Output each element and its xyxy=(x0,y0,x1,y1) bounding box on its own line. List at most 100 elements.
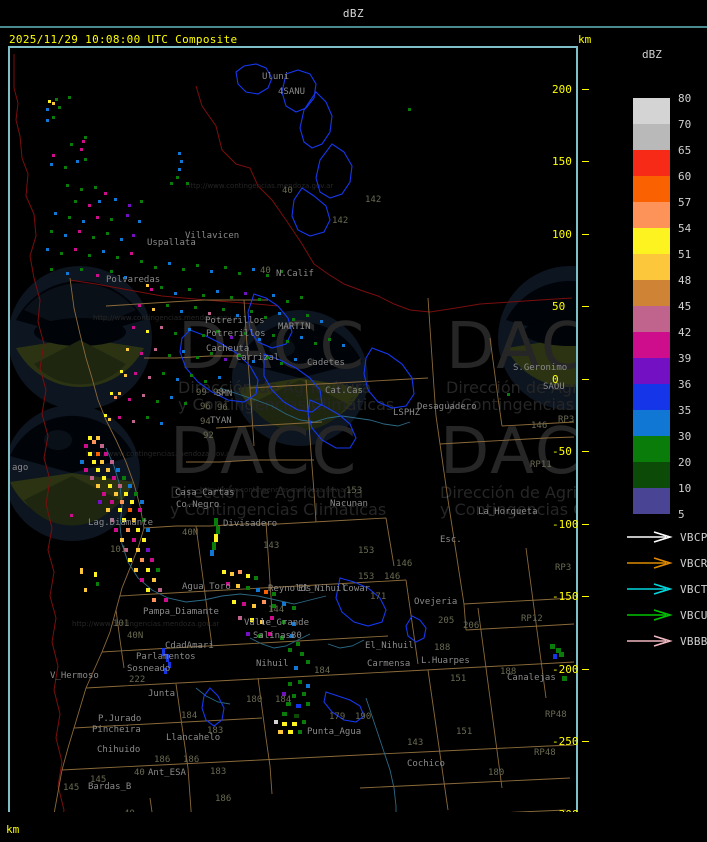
colorbar-swatch-36[interactable] xyxy=(633,384,670,410)
map-place-label: Villavicen xyxy=(185,231,239,241)
y-axis-tick xyxy=(582,378,589,380)
colorbar-swatch-54[interactable] xyxy=(633,228,670,254)
colorbar-swatch-35[interactable] xyxy=(633,410,670,436)
map-place-label: 145 xyxy=(63,783,79,793)
vector-legend-label: VBCP xyxy=(680,530,707,544)
province-boundary-layer xyxy=(53,277,575,812)
colorbar-label-45: 45 xyxy=(678,300,692,313)
map-place-label: 146 xyxy=(396,559,412,569)
vector-legend: VBCP VBCR VBCT VBCU VBBB xyxy=(626,524,707,654)
map-place-label: Salinas80 xyxy=(253,631,302,641)
map-place-label: Agua_Toro xyxy=(182,582,231,592)
map-place-label: 151 xyxy=(456,727,472,737)
colorbar-swatch-42[interactable] xyxy=(633,332,670,358)
map-place-label: RP3 xyxy=(555,563,571,573)
map-place-label: 40 xyxy=(282,186,293,196)
map-place-label: Desaguadero xyxy=(417,402,477,412)
map-place-label: 142 xyxy=(332,216,348,226)
map-place-label: Pampa_Diamante xyxy=(143,607,219,617)
map-place-label: Llancahelo xyxy=(166,733,220,743)
colorbar-swatch-60[interactable] xyxy=(633,176,670,202)
y-axis-tick-label: -250 xyxy=(552,735,579,749)
vbct-arrow-icon xyxy=(627,583,673,595)
echo-light-returns xyxy=(70,514,171,674)
map-place-label: TYAN xyxy=(210,416,232,426)
map-place-label: CdadAmari xyxy=(165,641,214,651)
colorbar-swatch-45[interactable] xyxy=(633,306,670,332)
map-place-label: Reynolds xyxy=(268,584,311,594)
colorbar-swatch-30[interactable] xyxy=(633,436,670,462)
colorbar-label-60: 60 xyxy=(678,170,692,183)
map-place-label: 96 xyxy=(200,402,211,412)
window-title-bar: dBZ xyxy=(0,0,707,27)
radar-map-svg: DACC Dirección de Agricultura y Continge… xyxy=(10,54,576,812)
map-place-label: S.Geronimo xyxy=(513,363,567,373)
echo-cluster-east xyxy=(408,108,567,681)
colorbar-label-35: 35 xyxy=(678,404,692,417)
map-place-label: Cat.Cas xyxy=(325,386,363,396)
map-place-label: RP48 xyxy=(545,710,567,720)
map-place-label: Polvaredas xyxy=(106,275,160,285)
colorbar-label-42: 42 xyxy=(678,326,692,339)
map-place-label: SAOU xyxy=(543,382,565,392)
map-place-label: 143 xyxy=(263,541,279,551)
map-place-label: 171 xyxy=(370,592,386,602)
colorbar-swatch-57[interactable] xyxy=(633,202,670,228)
map-place-label: Ant_ESA xyxy=(148,768,187,778)
map-place-label: 40N xyxy=(182,528,198,538)
echo-cluster-punta-agua xyxy=(274,680,310,734)
vector-legend-row-VBCR[interactable]: VBCR xyxy=(626,550,707,576)
map-place-label: 151 xyxy=(450,674,466,684)
echo-cluster-south xyxy=(210,518,310,670)
colorbar-label-70: 70 xyxy=(678,118,692,131)
map-place-label: 40 xyxy=(260,266,271,276)
colorbar-swatch-20[interactable] xyxy=(633,462,670,488)
radar-map-panel[interactable]: DACC Dirección de Agricultura y Continge… xyxy=(4,30,608,812)
colorbar-swatch-80[interactable] xyxy=(633,98,670,124)
colorbar-label-5: 5 xyxy=(678,508,685,521)
hydrology-layer xyxy=(105,387,411,812)
colorbar-swatch-10[interactable] xyxy=(633,488,670,514)
vector-legend-row-VBCT[interactable]: VBCT xyxy=(626,576,707,602)
colorbar-swatch-39[interactable] xyxy=(633,358,670,384)
watermark-url-3: http://www.contingencias.mendoza.gov.ar xyxy=(86,450,233,458)
y-axis-tick-label: -150 xyxy=(552,590,579,604)
y-axis-tick-label: 0 xyxy=(552,372,559,386)
map-place-label: Bardas_B xyxy=(88,782,131,792)
map-place-label: Chihuido xyxy=(97,745,140,755)
map-place-label: 142 xyxy=(365,195,381,205)
y-axis-tick-label: -200 xyxy=(552,662,579,676)
colorbar-swatch-51[interactable] xyxy=(633,254,670,280)
map-viewport[interactable]: DACC Dirección de Agricultura y Continge… xyxy=(10,48,576,812)
map-place-label: Potrerillos xyxy=(205,316,265,326)
y-axis-tick xyxy=(582,668,589,670)
map-place-label: Parlamentos xyxy=(136,652,196,662)
map-place-label: 190 xyxy=(355,712,371,722)
vector-legend-row-VBBB[interactable]: VBBB xyxy=(626,628,707,654)
echo-cluster-central xyxy=(104,260,345,425)
map-place-label: 180 xyxy=(246,695,262,705)
map-place-label: Casa_Cartas xyxy=(175,488,235,498)
colorbar-swatch-65[interactable] xyxy=(633,150,670,176)
y-axis-tick xyxy=(582,161,589,163)
colorbar-swatch-stack[interactable] xyxy=(633,98,670,514)
vector-legend-label: VBCU xyxy=(680,608,707,622)
y-axis-tick xyxy=(582,88,589,90)
map-place-label: 40N xyxy=(127,631,143,641)
map-place-label: 101 xyxy=(113,619,129,629)
colorbar-swatch-48[interactable] xyxy=(633,280,670,306)
map-place-label: Sosneado xyxy=(127,664,170,674)
colorbar-swatch-70[interactable] xyxy=(633,124,670,150)
map-place-label: Lag.Diamante xyxy=(88,518,153,528)
radar-echo-layer xyxy=(46,96,567,734)
y-axis-unit-label: km xyxy=(578,33,592,46)
vector-legend-row-VBCP[interactable]: VBCP xyxy=(626,524,707,550)
window-title: dBZ xyxy=(342,7,365,20)
map-place-label: Junta xyxy=(148,689,175,699)
vector-legend-row-VBCU[interactable]: VBCU xyxy=(626,602,707,628)
map-place-label: 179 xyxy=(329,712,345,722)
colorbar-label-39: 39 xyxy=(678,352,692,365)
colorbar-panel: dBZ 80 70 65 60 57 54 51 48 45 42 39 36 35 30 20 10 5 VB… xyxy=(612,30,707,820)
map-place-label: 153 xyxy=(346,486,362,496)
map-place-label: 101 xyxy=(110,545,126,555)
